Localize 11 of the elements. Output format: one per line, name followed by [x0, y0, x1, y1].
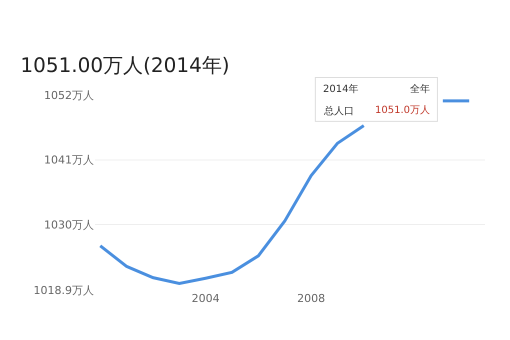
- y-tick-label: 1041万人: [44, 154, 94, 167]
- text: 全年: [410, 83, 430, 95]
- y-tick-label: 1030万人: [44, 218, 94, 232]
- annotation: 总人口: [323, 105, 354, 117]
- y-tick-label: 1018.9万人: [34, 284, 94, 297]
- chart-title: 1051.00万人(2014年): [20, 52, 230, 77]
- x-tick-label: 2008: [297, 292, 326, 305]
- x-tick-label: 2004: [192, 292, 220, 305]
- annotation: 1051.0万人: [375, 105, 430, 116]
- text: 2014年: [323, 83, 358, 95]
- y-tick-label: 1052万人: [44, 88, 94, 102]
